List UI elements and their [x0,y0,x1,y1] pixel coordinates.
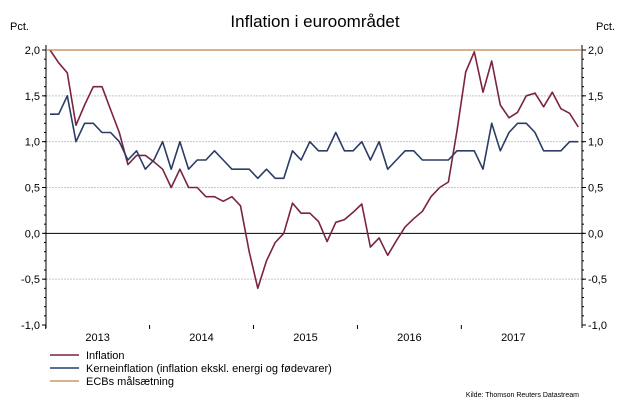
legend-label: Kerneinflation (inflation ekskl. energi … [86,363,332,375]
x-tick-label: 2017 [501,332,525,344]
y-axis-label-left: Pct. [10,21,29,33]
y-tick-label-left: 0,5 [25,183,40,195]
legend-label: Inflation [86,350,125,362]
x-tick-label: 2016 [397,332,421,344]
chart-title: Inflation i euroområdet [230,12,399,31]
y-tick-label-left: -1,0 [21,320,40,332]
y-tick-label-right: -1,0 [588,320,607,332]
y-tick-label-right: -0,5 [588,274,607,286]
grid [46,95,582,280]
legend-label: ECBs målsætning [86,376,174,388]
y-tick-label-right: 0,0 [588,228,603,240]
x-tick-label: 2013 [85,332,109,344]
y-tick-label-left: 0,0 [25,228,40,240]
y-tick-label-right: 1,0 [588,137,603,149]
y-axis-label-right: Pct. [596,21,615,33]
axes [42,45,586,329]
y-tick-label-left: 1,0 [25,137,40,149]
y-tick-label-right: 1,5 [588,91,603,103]
y-tick-label-left: 1,5 [25,91,40,103]
y-tick-labels: 2,0 2,0 1,5 1,5 1,0 1,0 0,5 0,5 0,0 0,0 -0,5 -0,5 -1… [21,45,607,332]
x-tick-label: 2014 [189,332,213,344]
y-tick-label-left: -0,5 [21,274,40,286]
source-note: Kilde: Thomson Reuters Datastream [466,392,579,399]
series-line-0 [49,49,579,290]
y-tick-label-right: 0,5 [588,183,603,195]
y-tick-label-left: 2,0 [25,45,40,57]
series-line-1 [50,95,579,180]
series-lines [46,49,582,290]
x-tick-label: 2015 [293,332,317,344]
x-tick-labels: 2013 2014 2015 2016 2017 [85,332,525,344]
y-tick-label-right: 2,0 [588,45,603,57]
